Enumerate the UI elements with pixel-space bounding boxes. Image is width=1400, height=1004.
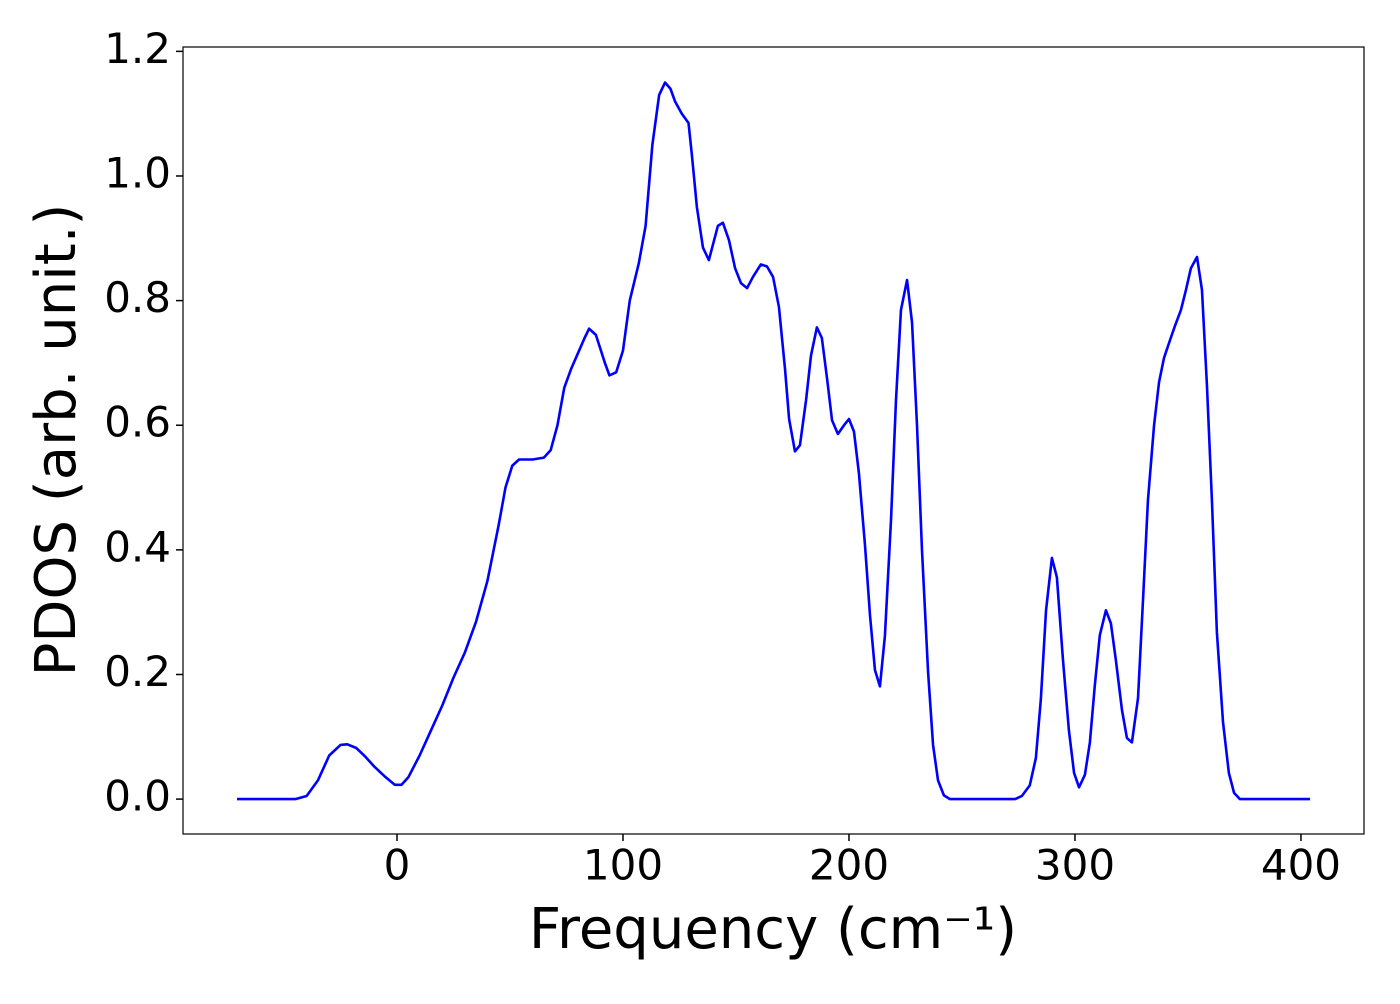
y-tick-label: 0.4 <box>104 522 171 571</box>
y-tick-label: 1.2 <box>104 24 171 73</box>
y-tick-label: 0.0 <box>104 772 171 821</box>
x-tick-label: 400 <box>1261 841 1341 890</box>
data-line <box>237 81 1310 801</box>
y-tick-label: 0.6 <box>104 398 171 447</box>
plot-frame <box>182 46 1365 835</box>
y-tick-label: 0.2 <box>104 647 171 696</box>
y-tick-label: 0.8 <box>104 273 171 322</box>
x-tick-label: 200 <box>809 841 889 890</box>
y-axis-label: PDOS (arb. unit.) <box>24 204 89 677</box>
y-tick-label: 1.0 <box>104 148 171 197</box>
x-tick-label: 0 <box>384 841 411 890</box>
x-tick-label: 100 <box>583 841 663 890</box>
x-axis-label: Frequency (cm⁻¹) <box>529 897 1017 962</box>
x-tick-label: 300 <box>1035 841 1115 890</box>
